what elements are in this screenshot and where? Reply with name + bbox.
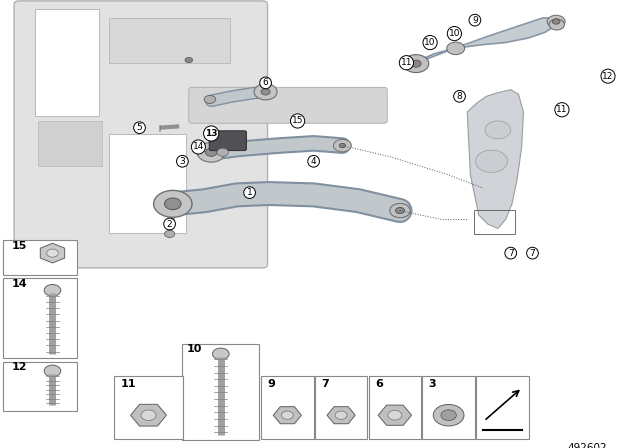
Text: 8: 8 — [457, 92, 462, 101]
FancyBboxPatch shape — [109, 18, 230, 63]
Text: 10: 10 — [187, 345, 202, 354]
Circle shape — [552, 19, 560, 24]
Text: 3: 3 — [180, 157, 185, 166]
FancyBboxPatch shape — [209, 131, 246, 151]
Circle shape — [433, 405, 464, 426]
Circle shape — [141, 410, 156, 421]
Circle shape — [197, 142, 225, 162]
Circle shape — [403, 55, 429, 73]
Circle shape — [547, 15, 565, 28]
Circle shape — [212, 348, 229, 360]
Circle shape — [205, 148, 217, 156]
Text: 1: 1 — [247, 188, 252, 197]
Circle shape — [204, 95, 216, 103]
Text: 10: 10 — [449, 29, 460, 38]
Circle shape — [335, 411, 347, 419]
Circle shape — [388, 410, 402, 420]
Text: 12: 12 — [602, 72, 614, 81]
Text: 14: 14 — [12, 280, 27, 289]
FancyBboxPatch shape — [476, 376, 529, 439]
Circle shape — [47, 249, 58, 257]
Circle shape — [217, 148, 228, 156]
FancyBboxPatch shape — [3, 240, 77, 275]
Text: 9: 9 — [472, 16, 477, 25]
Text: 7: 7 — [508, 249, 513, 258]
FancyBboxPatch shape — [3, 278, 77, 358]
Circle shape — [333, 139, 351, 152]
Text: 11: 11 — [556, 105, 568, 114]
FancyBboxPatch shape — [369, 376, 421, 439]
Polygon shape — [467, 90, 524, 228]
FancyBboxPatch shape — [3, 362, 77, 411]
Text: 2: 2 — [167, 220, 172, 228]
Text: 12: 12 — [12, 362, 27, 372]
FancyBboxPatch shape — [315, 376, 367, 439]
Text: 15: 15 — [12, 241, 27, 250]
Circle shape — [339, 143, 346, 148]
Text: 4: 4 — [311, 157, 316, 166]
Circle shape — [164, 198, 181, 210]
Circle shape — [549, 19, 564, 30]
Text: 13: 13 — [205, 129, 218, 138]
Text: 6: 6 — [375, 379, 383, 389]
Text: 6: 6 — [263, 78, 268, 87]
Circle shape — [411, 60, 421, 67]
FancyBboxPatch shape — [14, 1, 268, 268]
Text: 10: 10 — [424, 38, 436, 47]
FancyBboxPatch shape — [182, 344, 259, 440]
Text: 7: 7 — [530, 249, 535, 258]
Polygon shape — [415, 18, 557, 66]
Text: 9: 9 — [268, 379, 275, 389]
Circle shape — [476, 150, 508, 172]
FancyBboxPatch shape — [114, 376, 183, 439]
Circle shape — [254, 84, 277, 100]
Text: 5: 5 — [137, 123, 142, 132]
Circle shape — [261, 89, 270, 95]
Circle shape — [390, 203, 410, 218]
Text: 7: 7 — [321, 379, 329, 389]
Circle shape — [447, 42, 465, 55]
Text: 15: 15 — [292, 116, 303, 125]
Text: 11: 11 — [120, 379, 136, 389]
Text: 14: 14 — [193, 142, 204, 151]
Circle shape — [44, 365, 61, 377]
FancyBboxPatch shape — [189, 87, 387, 123]
Circle shape — [282, 411, 293, 419]
FancyBboxPatch shape — [109, 134, 186, 233]
FancyBboxPatch shape — [422, 376, 475, 439]
Circle shape — [164, 230, 175, 237]
Circle shape — [154, 190, 192, 217]
Text: 492602: 492602 — [567, 443, 607, 448]
Circle shape — [396, 207, 404, 214]
Circle shape — [44, 284, 61, 296]
Circle shape — [485, 121, 511, 139]
Circle shape — [441, 410, 456, 421]
Text: 3: 3 — [429, 379, 436, 389]
Text: 11: 11 — [401, 58, 412, 67]
FancyBboxPatch shape — [35, 9, 99, 116]
FancyBboxPatch shape — [261, 376, 314, 439]
FancyBboxPatch shape — [38, 121, 102, 166]
Circle shape — [185, 57, 193, 63]
